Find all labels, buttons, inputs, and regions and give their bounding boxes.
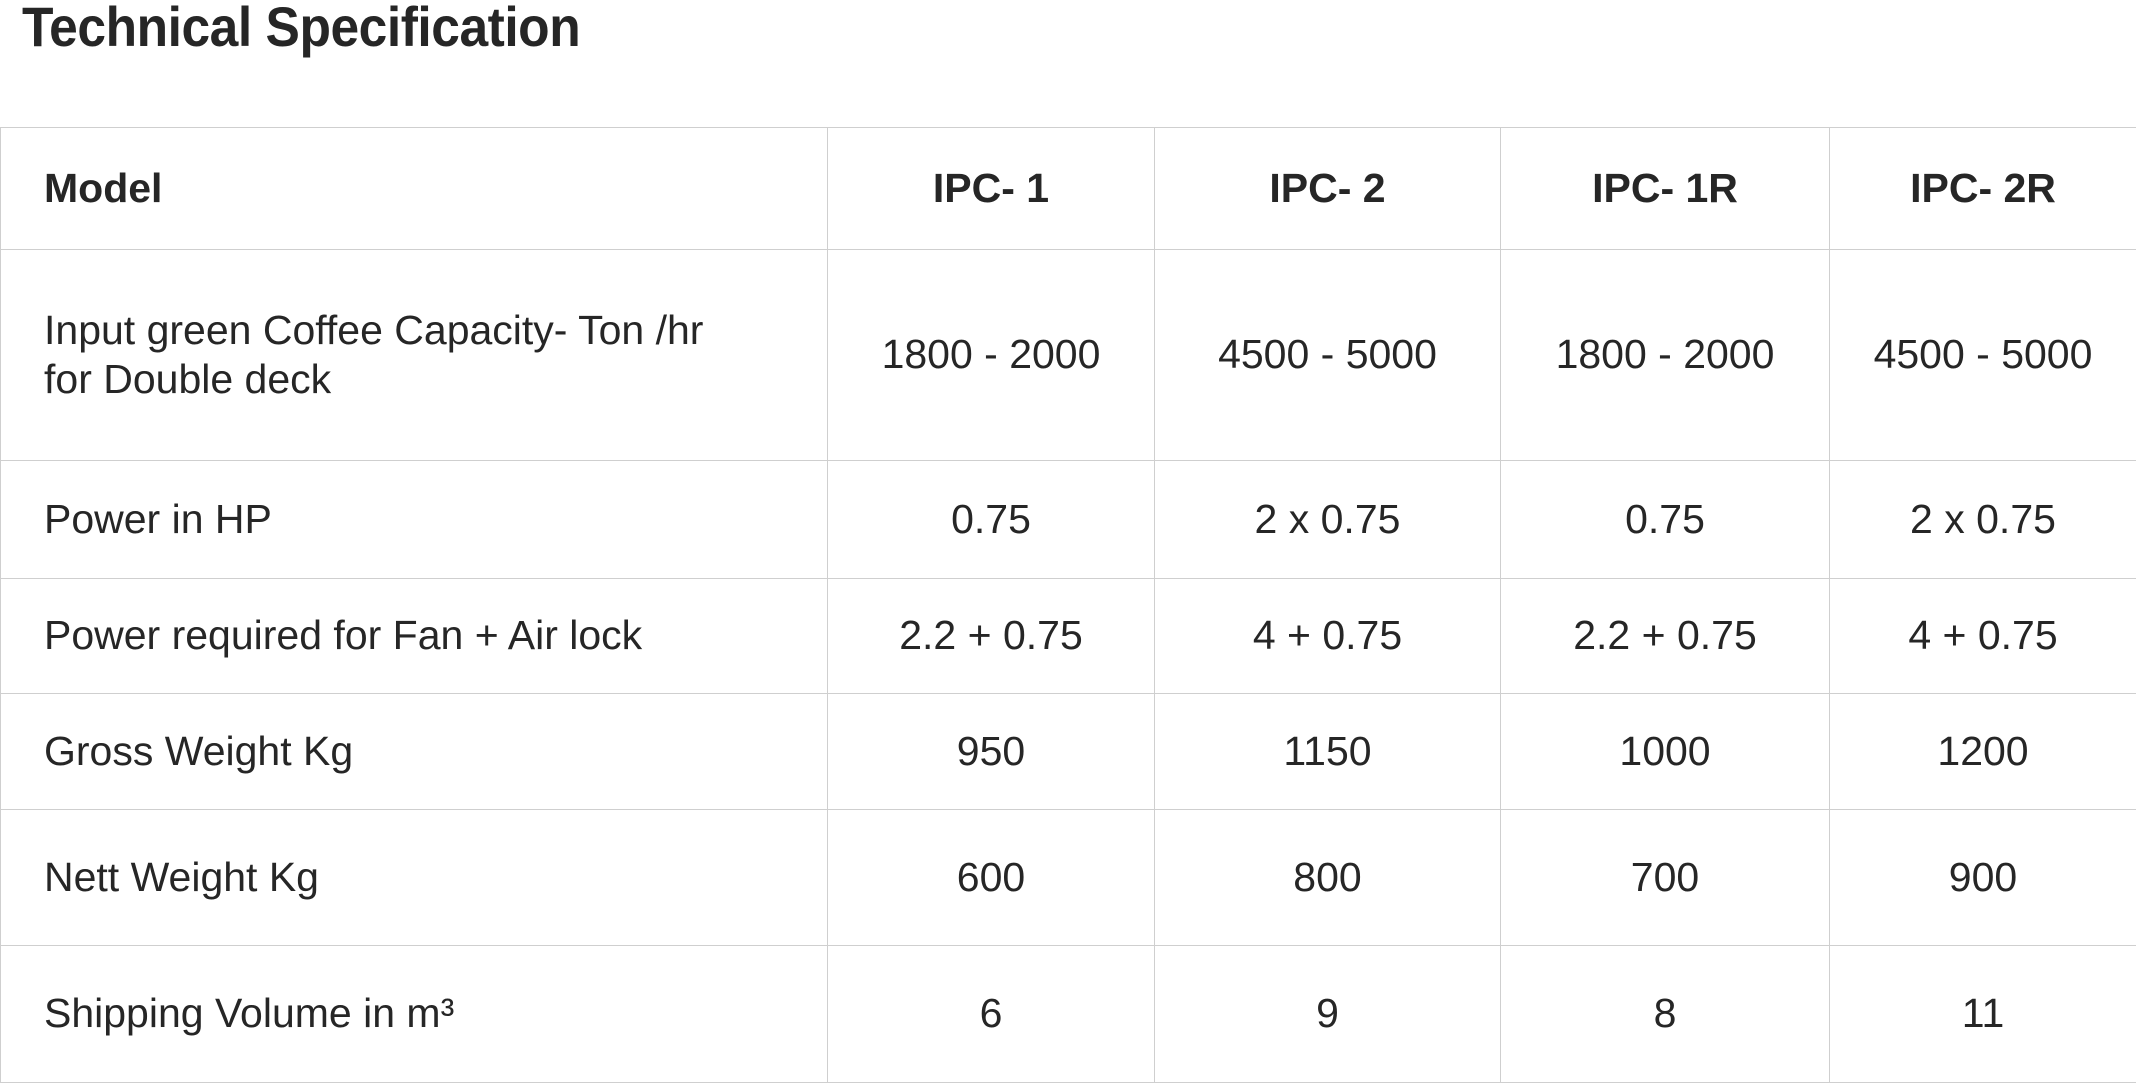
cell: 2 x 0.75 — [1829, 460, 2136, 579]
cell: 4 + 0.75 — [1154, 578, 1501, 694]
header-ipc-2r: IPC- 2R — [1829, 127, 2136, 250]
table-row: Power in HP 0.75 2 x 0.75 0.75 2 x 0.75 — [0, 460, 2136, 579]
cell: 900 — [1829, 809, 2136, 946]
row-label: Power in HP — [0, 460, 828, 579]
cell: 1800 - 2000 — [827, 249, 1155, 461]
cell: 2 x 0.75 — [1154, 460, 1501, 579]
header-model: Model — [0, 127, 828, 250]
table-row: Gross Weight Kg 950 1150 1000 1200 — [0, 693, 2136, 810]
cell: 4500 - 5000 — [1154, 249, 1501, 461]
row-label: Nett Weight Kg — [0, 809, 828, 946]
cell: 600 — [827, 809, 1155, 946]
cell: 6 — [827, 945, 1155, 1083]
cell: 4 + 0.75 — [1829, 578, 2136, 694]
cell: 2.2 + 0.75 — [1500, 578, 1830, 694]
row-label: Shipping Volume in m³ — [0, 945, 828, 1083]
cell: 700 — [1500, 809, 1830, 946]
header-ipc-2: IPC- 2 — [1154, 127, 1501, 250]
row-label-line: Input green Coffee Capacity- Ton /hr — [44, 306, 704, 353]
cell: 950 — [827, 693, 1155, 810]
cell: 9 — [1154, 945, 1501, 1083]
table-row: Shipping Volume in m³ 6 9 8 11 — [0, 945, 2136, 1083]
table-header-row: Model IPC- 1 IPC- 2 IPC- 1R IPC- 2R — [0, 127, 2136, 250]
cell: 4500 - 5000 — [1829, 249, 2136, 461]
cell: 8 — [1500, 945, 1830, 1083]
row-label: Input green Coffee Capacity- Ton /hr for … — [0, 249, 828, 461]
cell: 0.75 — [827, 460, 1155, 579]
spec-table: Model IPC- 1 IPC- 2 IPC- 1R IPC- 2R Inpu… — [0, 127, 2136, 1083]
page-title: Technical Specification — [22, 0, 581, 58]
cell: 1200 — [1829, 693, 2136, 810]
row-label-line: for Double deck — [44, 356, 332, 402]
row-label: Gross Weight Kg — [0, 693, 828, 810]
table-row: Nett Weight Kg 600 800 700 900 — [0, 809, 2136, 946]
header-ipc-1r: IPC- 1R — [1500, 127, 1830, 250]
cell: 11 — [1829, 945, 2136, 1083]
cell: 800 — [1154, 809, 1501, 946]
cell: 1150 — [1154, 693, 1501, 810]
cell: 1000 — [1500, 693, 1830, 810]
cell: 0.75 — [1500, 460, 1830, 579]
cell: 1800 - 2000 — [1500, 249, 1830, 461]
table-row: Power required for Fan + Air lock 2.2 + … — [0, 578, 2136, 694]
table-row: Input green Coffee Capacity- Ton /hr for … — [0, 249, 2136, 461]
row-label: Power required for Fan + Air lock — [0, 578, 828, 694]
header-ipc-1: IPC- 1 — [827, 127, 1155, 250]
cell: 2.2 + 0.75 — [827, 578, 1155, 694]
